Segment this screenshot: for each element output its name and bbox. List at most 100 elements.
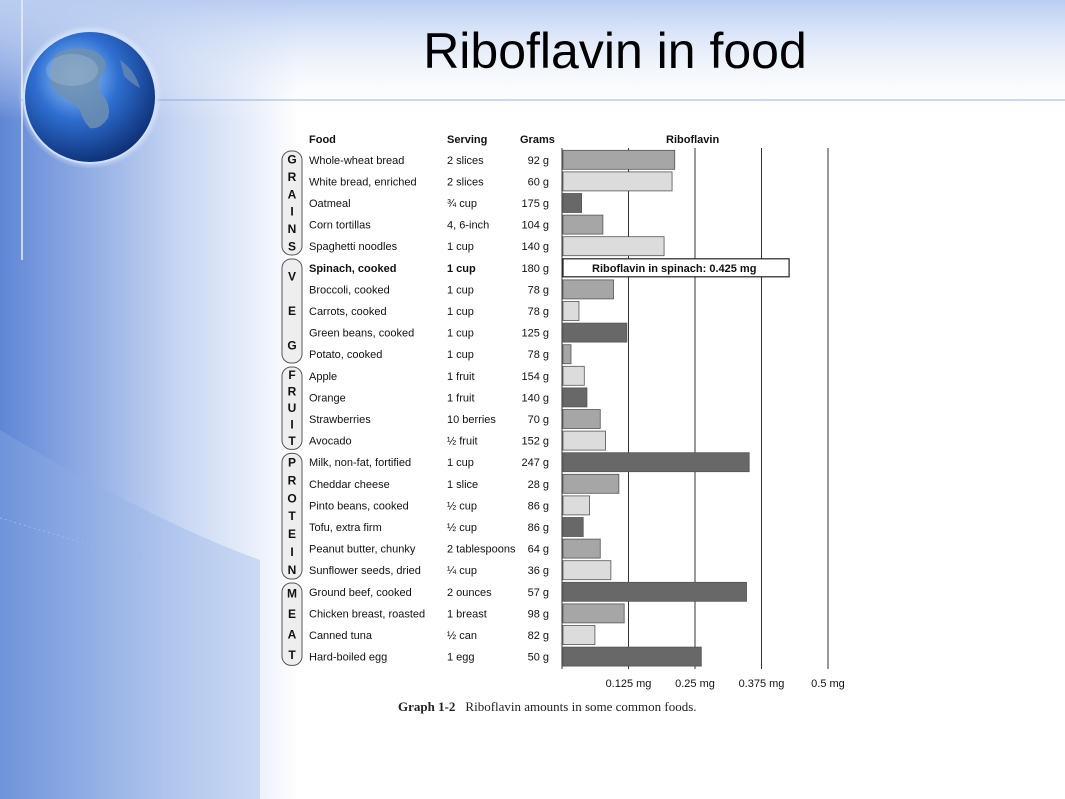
x-tick-label: 0.25 mg bbox=[675, 678, 715, 690]
serving-label: 2 slices bbox=[447, 155, 484, 167]
bar bbox=[562, 517, 584, 537]
group-letter: A bbox=[288, 628, 297, 642]
bar bbox=[562, 646, 702, 667]
x-tick-label: 0.5 mg bbox=[811, 678, 845, 690]
grams-label: 86 g bbox=[528, 522, 549, 534]
column-header-grams: Grams bbox=[520, 134, 555, 146]
food-label: Pinto beans, cooked bbox=[309, 500, 409, 512]
food-label: Oatmeal bbox=[309, 198, 351, 210]
bar bbox=[562, 409, 601, 429]
food-label: Orange bbox=[309, 392, 346, 404]
group-letter: I bbox=[290, 418, 293, 432]
serving-label: 1 cup bbox=[447, 263, 476, 275]
group-letter: E bbox=[288, 607, 296, 621]
group-letter: T bbox=[288, 509, 296, 523]
food-label: Potato, cooked bbox=[309, 349, 382, 361]
bar bbox=[562, 538, 601, 559]
bar bbox=[562, 452, 750, 473]
group-letter: N bbox=[288, 222, 297, 236]
grams-label: 140 g bbox=[521, 392, 549, 404]
grams-label: 92 g bbox=[528, 155, 549, 167]
group-letter: P bbox=[288, 455, 296, 469]
annotation-text: Riboflavin in spinach: 0.425 mg bbox=[592, 263, 756, 275]
caption-text: Riboflavin amounts in some common foods. bbox=[465, 699, 697, 714]
group-letter: U bbox=[288, 401, 297, 415]
food-label: Spinach, cooked bbox=[309, 263, 396, 275]
serving-label: 2 tablespoons bbox=[447, 544, 516, 556]
food-label: Apple bbox=[309, 371, 337, 383]
grams-label: 152 g bbox=[521, 436, 549, 448]
bar bbox=[562, 322, 628, 343]
grams-label: 82 g bbox=[528, 630, 549, 642]
serving-label: ½ fruit bbox=[447, 436, 478, 448]
serving-label: 1 cup bbox=[447, 241, 474, 253]
bar bbox=[562, 625, 596, 645]
grams-label: 140 g bbox=[521, 241, 549, 253]
bar bbox=[562, 365, 585, 386]
serving-label: 1 cup bbox=[447, 306, 474, 318]
grams-label: 180 g bbox=[521, 263, 549, 275]
food-label: Ground beef, cooked bbox=[309, 587, 412, 599]
group-letter: I bbox=[290, 205, 293, 219]
figure-caption: Graph 1-2 Riboflavin amounts in some comm… bbox=[398, 699, 697, 715]
serving-label: 4, 6-inch bbox=[447, 220, 489, 232]
bar bbox=[562, 473, 620, 494]
food-label: Green beans, cooked bbox=[309, 328, 414, 340]
grams-label: 247 g bbox=[521, 457, 549, 469]
food-label: Milk, non-fat, fortified bbox=[309, 457, 411, 469]
group-bracket bbox=[281, 452, 303, 580]
serving-label: 1 cup bbox=[447, 284, 474, 296]
annotation-box bbox=[562, 258, 790, 278]
serving-label: 1 cup bbox=[447, 349, 474, 361]
group-letter: E bbox=[288, 527, 296, 541]
grams-label: 70 g bbox=[528, 414, 549, 426]
globe-icon bbox=[18, 25, 162, 169]
group-letter: R bbox=[288, 385, 297, 399]
food-label: Strawberries bbox=[309, 414, 371, 426]
serving-label: 1 cup bbox=[447, 457, 474, 469]
group-bracket bbox=[281, 582, 303, 666]
serving-label: 1 cup bbox=[447, 328, 474, 340]
grams-label: 125 g bbox=[521, 328, 549, 340]
food-label: White bread, enriched bbox=[309, 176, 417, 188]
x-tick-label: 0.125 mg bbox=[606, 678, 652, 690]
serving-label: ½ can bbox=[447, 630, 477, 642]
grams-label: 78 g bbox=[528, 306, 549, 318]
serving-label: 1 breast bbox=[447, 608, 487, 620]
grams-label: 154 g bbox=[521, 371, 549, 383]
serving-label: 1 egg bbox=[447, 652, 475, 664]
food-label: Tofu, extra firm bbox=[309, 522, 382, 534]
grams-label: 98 g bbox=[528, 608, 549, 620]
group-letter: F bbox=[288, 368, 295, 382]
group-letter: R bbox=[288, 170, 297, 184]
serving-label: 1 fruit bbox=[447, 392, 475, 404]
bar bbox=[562, 214, 604, 235]
group-letter: V bbox=[288, 269, 296, 283]
group-letter: S bbox=[288, 239, 296, 253]
food-label: Cheddar cheese bbox=[309, 479, 390, 491]
x-tick-label: 0.375 mg bbox=[739, 678, 785, 690]
serving-label: 2 slices bbox=[447, 176, 484, 188]
bar bbox=[562, 236, 665, 257]
grams-label: 78 g bbox=[528, 349, 549, 361]
food-label: Carrots, cooked bbox=[309, 306, 387, 318]
serving-label: ½ cup bbox=[447, 522, 477, 534]
serving-label: 1 slice bbox=[447, 479, 478, 491]
bar bbox=[562, 344, 572, 365]
bar bbox=[562, 149, 676, 170]
grams-label: 104 g bbox=[521, 220, 549, 232]
grams-label: 64 g bbox=[528, 544, 549, 556]
column-header-riboflavin: Riboflavin bbox=[666, 134, 719, 146]
bar bbox=[562, 171, 673, 192]
group-letter: M bbox=[287, 586, 297, 600]
bar bbox=[562, 430, 606, 451]
serving-label: 2 ounces bbox=[447, 587, 492, 599]
grams-label: 28 g bbox=[528, 479, 549, 491]
group-letter: T bbox=[288, 434, 296, 448]
bar bbox=[562, 603, 625, 624]
food-label: Corn tortillas bbox=[309, 220, 371, 232]
grams-label: 57 g bbox=[528, 587, 549, 599]
food-label: Whole-wheat bread bbox=[309, 155, 404, 167]
slide-title: Riboflavin in food bbox=[423, 23, 807, 79]
